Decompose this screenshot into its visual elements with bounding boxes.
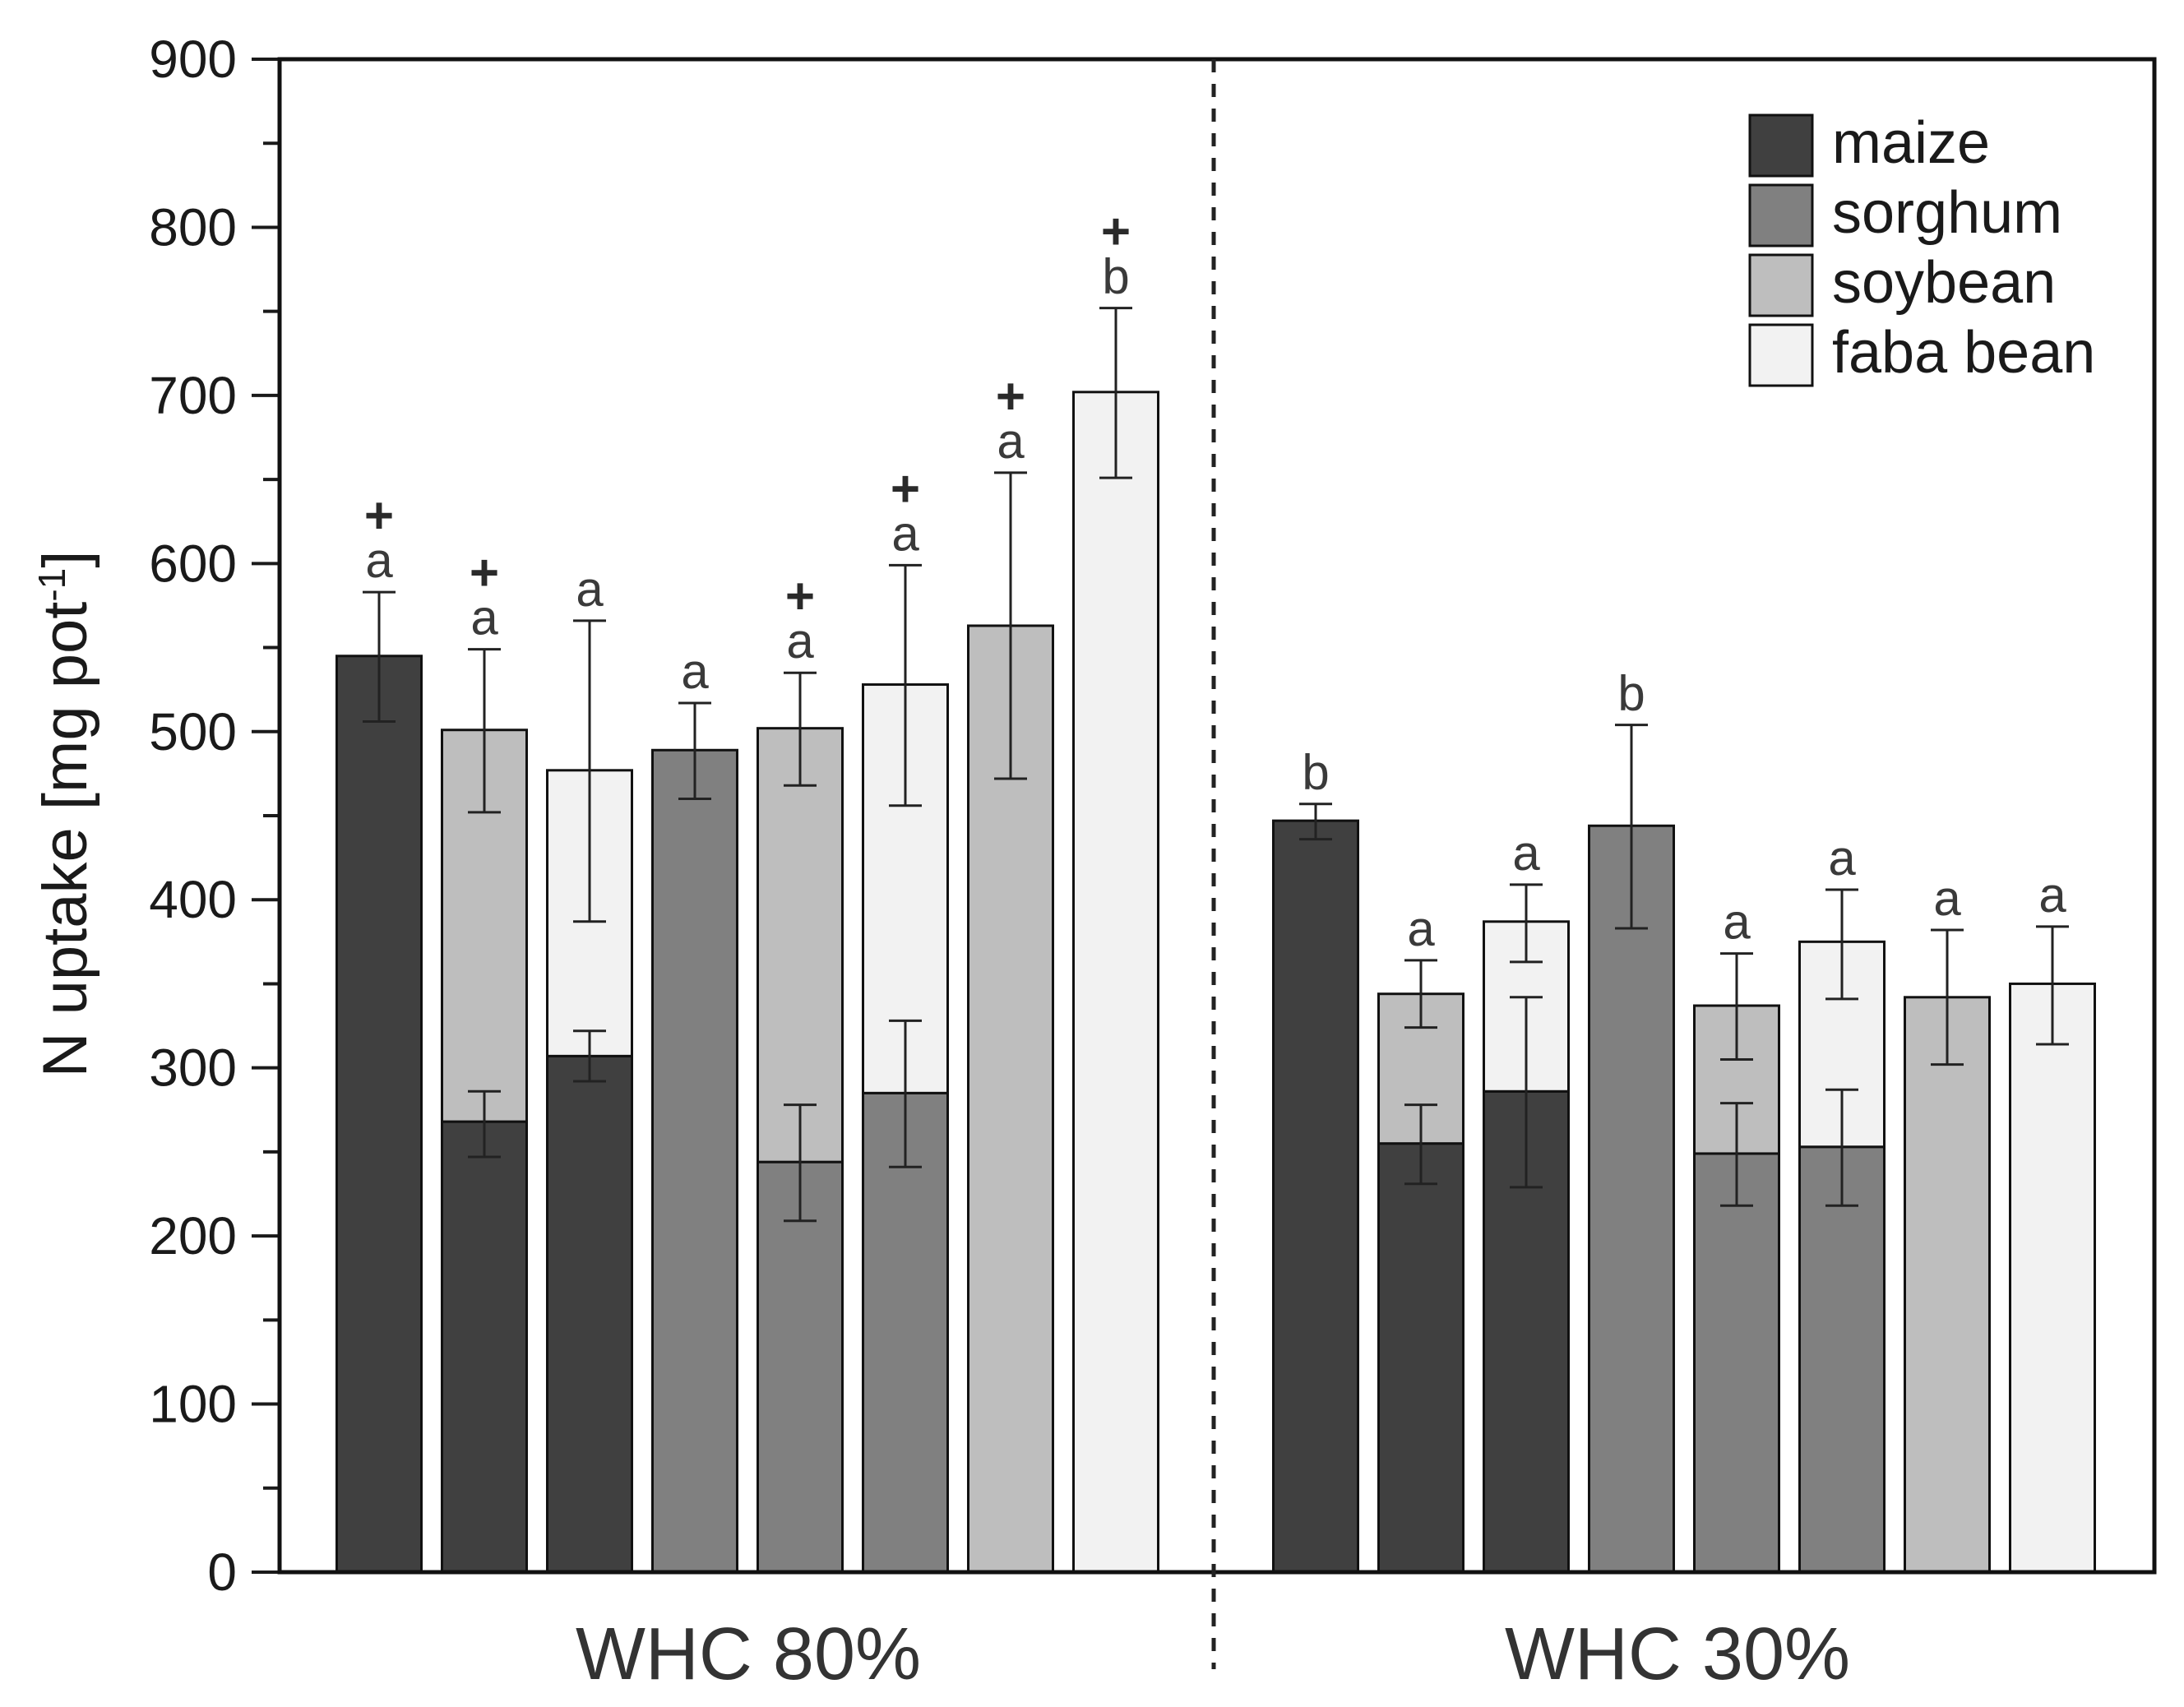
group-label: WHC 80% (576, 1613, 921, 1695)
total-error-bar (1404, 959, 1437, 1029)
bar-segment-faba-bean (1072, 391, 1159, 1574)
legend-label: maize (1832, 110, 1990, 176)
bar-segment-maize (1377, 1142, 1464, 1574)
bar-segment-maize (441, 1120, 528, 1574)
segment-error-bar (1720, 1102, 1753, 1207)
significance-letter: a (470, 590, 498, 645)
significance-letter: a (576, 562, 604, 617)
significance-plus: + (470, 545, 499, 602)
y-axis-label: N uptake [mg pot-1] (30, 551, 100, 1078)
significance-plus: + (996, 368, 1025, 425)
significance-letter: a (786, 613, 814, 668)
total-error-bar (1825, 888, 1858, 1001)
bar-segment-sorghum (757, 1160, 844, 1574)
bar-segment-soybean (967, 624, 1054, 1574)
bar-segment-sorghum (1588, 824, 1675, 1574)
bar-segment-faba-bean (2009, 982, 2096, 1574)
legend-swatch-faba-bean (1748, 323, 1814, 387)
y-tick-label: 100 (149, 1375, 237, 1434)
y-tick-label: 200 (149, 1206, 237, 1265)
segment-error-bar (1510, 996, 1543, 1189)
segment-error-bar (1825, 1088, 1858, 1207)
significance-letter: a (891, 506, 919, 561)
segment-error-bar (1404, 1103, 1437, 1186)
significance-letter: a (681, 644, 709, 699)
bar-segment-sorghum (651, 748, 738, 1574)
group-label: WHC 30% (1505, 1613, 1850, 1695)
y-tick-label: 500 (149, 702, 237, 761)
total-error-bar (1720, 952, 1753, 1061)
legend-label: sorghum (1832, 180, 2062, 246)
significance-letter: a (997, 414, 1025, 469)
total-error-bar (363, 590, 396, 724)
significance-plus: + (364, 488, 394, 544)
total-error-bar (1615, 724, 1648, 930)
bar-segment-maize (1272, 819, 1359, 1574)
significance-letter: b (1302, 745, 1329, 800)
segment-error-bar (468, 1089, 501, 1159)
total-error-bar (2036, 925, 2069, 1046)
y-tick-label: 600 (149, 534, 237, 593)
plot-frame (277, 57, 2157, 1669)
significance-letter: a (365, 533, 393, 588)
legend-swatch-maize (1748, 113, 1814, 178)
total-error-bar (994, 471, 1027, 780)
significance-letter: b (1102, 249, 1129, 304)
y-tick-label: 0 (207, 1543, 237, 1602)
plot-border (277, 57, 2157, 1575)
y-tick-label: 700 (149, 366, 237, 425)
legend-swatch-sorghum (1748, 183, 1814, 247)
legend-swatch-soybean (1748, 253, 1814, 317)
bar-segment-soybean (1904, 996, 1991, 1574)
total-error-bar (784, 671, 817, 787)
total-error-bar (1299, 803, 1332, 841)
bar-segment-sorghum (1798, 1145, 1886, 1574)
significance-plus: + (785, 568, 815, 625)
bar-segment-soybean (757, 727, 844, 1163)
legend-label: faba bean (1832, 320, 2095, 386)
bar-segment-maize (546, 1054, 633, 1574)
significance-letter: b (1617, 666, 1645, 721)
significance-letter: a (2038, 867, 2066, 923)
significance-letter: a (1407, 901, 1435, 956)
total-error-bar (573, 619, 606, 923)
bar-segment-sorghum (862, 1091, 949, 1574)
significance-letter: a (1828, 830, 1856, 886)
y-tick-label: 800 (149, 197, 237, 257)
bar-segment-maize (335, 655, 423, 1574)
total-error-bar (1099, 307, 1132, 479)
segment-error-bar (889, 1019, 922, 1168)
total-error-bar (678, 701, 711, 801)
y-axis-title: N uptake [mg pot-1] (30, 551, 100, 1078)
total-error-bar (1931, 928, 1964, 1066)
segment-error-bar (573, 1029, 606, 1083)
y-tick-label: 300 (149, 1039, 237, 1098)
y-tick-label: 900 (149, 30, 237, 89)
total-error-bar (1510, 883, 1543, 964)
total-error-bar (468, 648, 501, 814)
significance-letter: a (1723, 895, 1751, 950)
bar-segment-sorghum (1693, 1152, 1780, 1574)
significance-plus: + (891, 460, 920, 517)
segment-error-bar (784, 1103, 817, 1223)
significance-letter: a (1512, 826, 1540, 881)
y-tick-label: 400 (149, 870, 237, 929)
error-bars (363, 307, 2069, 1223)
y-axis-ticks: 0 100 200 300 400 500 600 700 800 900 (149, 30, 280, 1602)
significance-plus: + (1101, 204, 1131, 261)
significance-letter: a (1933, 871, 1961, 926)
total-error-bar (889, 563, 922, 807)
group-labels: WHC 80% WHC 30% (576, 1613, 1850, 1695)
legend-label: soybean (1832, 250, 2056, 316)
